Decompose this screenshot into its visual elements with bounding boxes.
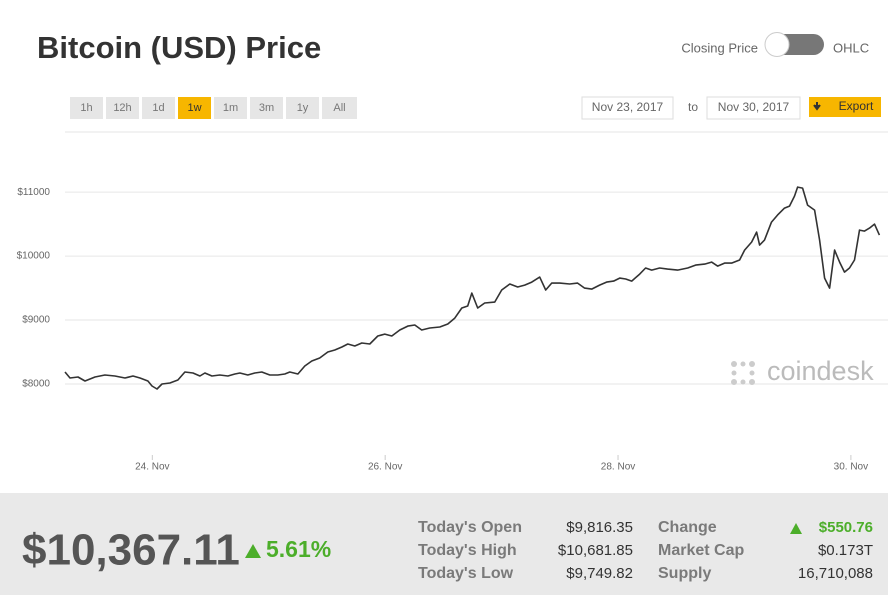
- x-tick-label: 30. Nov: [834, 462, 868, 473]
- range-button[interactable]: [70, 97, 103, 119]
- range-label[interactable]: 1h: [80, 102, 92, 114]
- range-label[interactable]: 1m: [223, 102, 238, 114]
- stat-value: $9,749.82: [566, 565, 633, 582]
- title: Bitcoin (USD) Price: [37, 30, 321, 65]
- change-arrow: [790, 523, 802, 534]
- stat-label: Today's Open: [418, 519, 522, 536]
- range-label[interactable]: 1w: [187, 102, 201, 114]
- stat-value: $10,681.85: [558, 542, 633, 559]
- date-from-text: Nov 23, 2017: [592, 100, 664, 114]
- y-tick-label: $8000: [22, 379, 50, 390]
- stat-label: Supply: [658, 565, 711, 582]
- range-buttons: 1h 12h 1d 1w 1m 3m 1y All: [70, 97, 357, 119]
- range-button[interactable]: [106, 97, 139, 119]
- x-tick-label: 28. Nov: [601, 462, 635, 473]
- toggle-right[interactable]: OHLC: [833, 40, 869, 55]
- range-button[interactable]: [322, 97, 357, 119]
- range-label[interactable]: 12h: [113, 102, 131, 114]
- stat-label: Today's Low: [418, 565, 514, 582]
- range-button[interactable]: [286, 97, 319, 119]
- toggle-knob[interactable]: [764, 32, 790, 57]
- range-label[interactable]: 1d: [152, 102, 164, 114]
- watermark: coindesk: [731, 356, 874, 386]
- change-pct: 5.61%: [266, 536, 331, 562]
- range-label[interactable]: 3m: [259, 102, 274, 114]
- chart: $8000 $9000 $10000 $11000 24. Nov 26. Nov 28. …: [17, 186, 888, 473]
- date-from[interactable]: [581, 96, 674, 120]
- range-button[interactable]: [178, 97, 211, 119]
- y-tick-label: $11000: [17, 187, 50, 198]
- summary-panel: [0, 493, 888, 595]
- stat-value: $9,816.35: [566, 519, 633, 536]
- date-to[interactable]: [706, 96, 801, 120]
- x-tick-label: 24. Nov: [135, 462, 169, 473]
- watermark-text: coindesk: [767, 356, 874, 386]
- y-tick-label: $10000: [17, 251, 51, 262]
- date-to-text: Nov 30, 2017: [718, 100, 790, 114]
- price: $10,367.11: [22, 526, 240, 575]
- stat-label: Change: [658, 519, 717, 536]
- stat-value: $0.173T: [818, 542, 873, 559]
- range-label[interactable]: 1y: [297, 102, 309, 114]
- range-label[interactable]: All: [333, 102, 345, 114]
- x-tick-label: 26. Nov: [368, 462, 402, 473]
- export-button[interactable]: [809, 97, 881, 117]
- up-arrow: [245, 544, 261, 558]
- export-icon: [813, 102, 821, 111]
- stat-value: $550.76: [819, 519, 873, 536]
- stat-label: Market Cap: [658, 542, 744, 559]
- range-button[interactable]: [250, 97, 283, 119]
- stats: Today's Open $9,816.35 Change $550.76 Today'…: [418, 519, 873, 582]
- date-separator: to: [688, 100, 698, 114]
- stat-value: 16,710,088: [798, 565, 873, 582]
- range-button[interactable]: [214, 97, 247, 119]
- toggle-left[interactable]: Closing Price: [681, 40, 758, 55]
- y-tick-label: $9000: [22, 315, 50, 326]
- export-text[interactable]: Export: [839, 99, 874, 113]
- stat-label: Today's High: [418, 542, 517, 559]
- price-line: [64, 186, 881, 390]
- range-button[interactable]: [142, 97, 175, 119]
